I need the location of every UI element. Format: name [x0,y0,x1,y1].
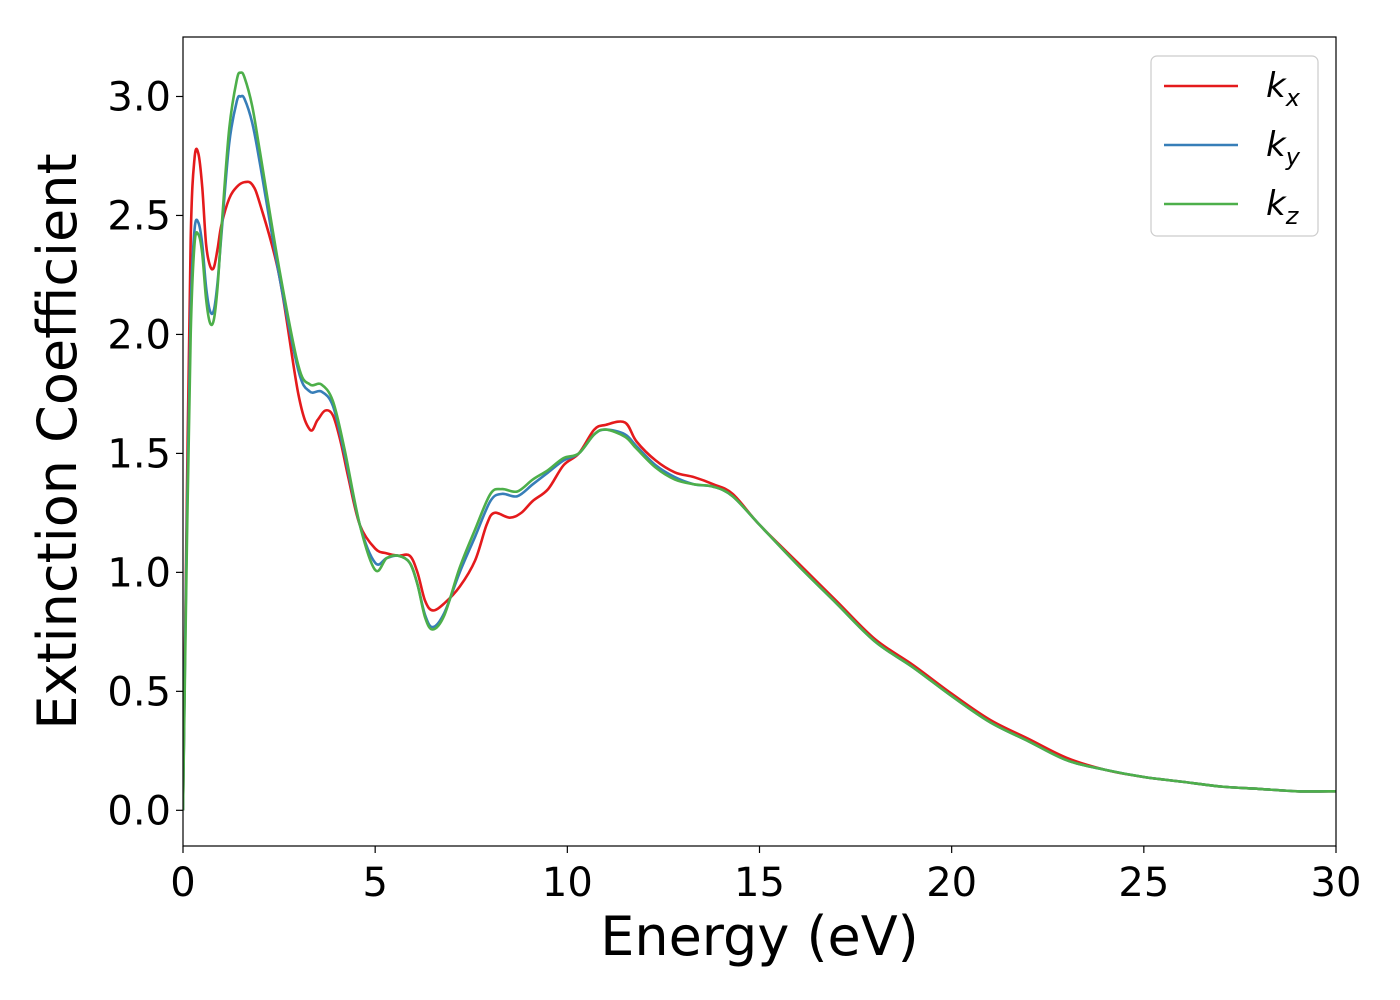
x-tick-label: 30 [1311,860,1362,906]
y-tick-label: 3.0 [107,74,171,120]
y-tick-label: 0.0 [107,788,171,834]
x-tick-label: 0 [170,860,195,906]
x-tick-label: 15 [734,860,785,906]
series-layer [183,71,1336,811]
x-axis-label: Energy (eV) [600,905,919,968]
y-tick-label: 2.0 [107,312,171,358]
legend-label-ky: ky [1266,125,1301,171]
x-tick-label: 10 [542,860,593,906]
legend: kx ky kz [1150,55,1319,237]
legend-label-kx: kx [1266,66,1301,112]
x-tick-label: 20 [926,860,977,906]
y-tick-label: 0.5 [107,669,171,715]
y-tick-label: 2.5 [107,193,171,239]
y-tick-label: 1.5 [107,431,171,477]
x-tick-label: 25 [1118,860,1169,906]
y-axis-label: Extinction Coefficient [26,153,89,729]
x-axis-ticks: 0 5 10 15 20 25 30 [170,846,1361,906]
series-line-kz [183,71,1336,811]
series-line-kx [183,147,1336,811]
legend-label-kz: kz [1266,184,1300,230]
y-tick-label: 1.0 [107,550,171,596]
y-axis-ticks: 0.0 0.5 1.0 1.5 2.0 2.5 3.0 [107,74,183,834]
x-tick-label: 5 [362,860,387,906]
